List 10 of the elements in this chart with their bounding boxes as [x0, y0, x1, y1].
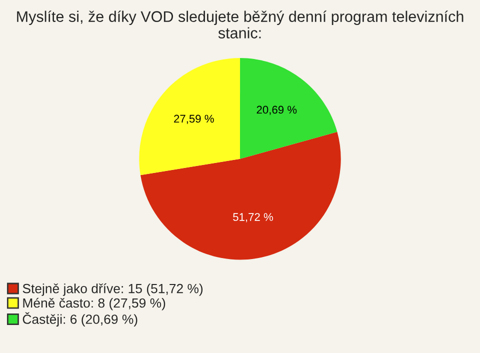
- data-label: 20,69 %: [256, 106, 297, 115]
- pie-slice: [139, 58, 240, 176]
- pie-slice: [240, 58, 338, 159]
- pie-slice: [140, 132, 341, 260]
- legend-label: Stejně jako dříve: 15 (51,72 %): [22, 283, 203, 296]
- legend-label: Častěji: 6 (20,69 %): [22, 312, 138, 327]
- legend-label: Méně často: 8 (27,59 %): [23, 298, 166, 310]
- data-label: 51,72 %: [233, 213, 273, 222]
- data-label: 27,59 %: [174, 114, 214, 124]
- chart-title: Myslíte si, že díky VOD sledujete běžný denní program televizních stanic:: [17, 10, 464, 38]
